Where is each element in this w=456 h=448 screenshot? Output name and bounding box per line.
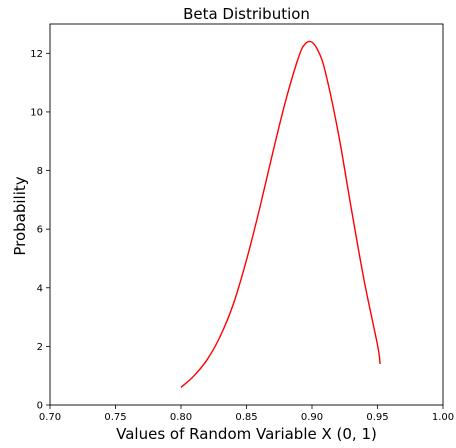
series-line <box>180 40 381 388</box>
x-tick-label: 0.90 <box>301 412 323 423</box>
series-layer <box>180 40 381 388</box>
x-tick-label: 1.00 <box>432 412 454 423</box>
x-axis: 0.70 0.75 0.80 0.85 0.90 0.95 1.00 <box>39 405 454 423</box>
x-tick-label: 0.75 <box>104 412 126 423</box>
x-tick-label: 0.95 <box>366 412 388 423</box>
y-tick-label: 2 <box>37 342 43 353</box>
y-tick-label: 8 <box>37 166 43 177</box>
y-tick-label: 0 <box>37 401 43 412</box>
chart-title: Beta Distribution <box>183 5 310 23</box>
y-tick-label: 4 <box>37 283 43 294</box>
x-tick-label: 0.70 <box>39 412 61 423</box>
y-tick-label: 10 <box>30 107 43 118</box>
y-axis-label: Probability <box>11 176 29 255</box>
x-axis-label: Values of Random Variable X (0, 1) <box>116 425 377 443</box>
y-tick-label: 12 <box>30 49 43 60</box>
y-tick-label: 6 <box>37 225 43 236</box>
y-axis: 0 2 4 6 8 10 12 <box>30 49 50 412</box>
x-tick-label: 0.85 <box>235 412 257 423</box>
x-tick-label: 0.80 <box>170 412 192 423</box>
